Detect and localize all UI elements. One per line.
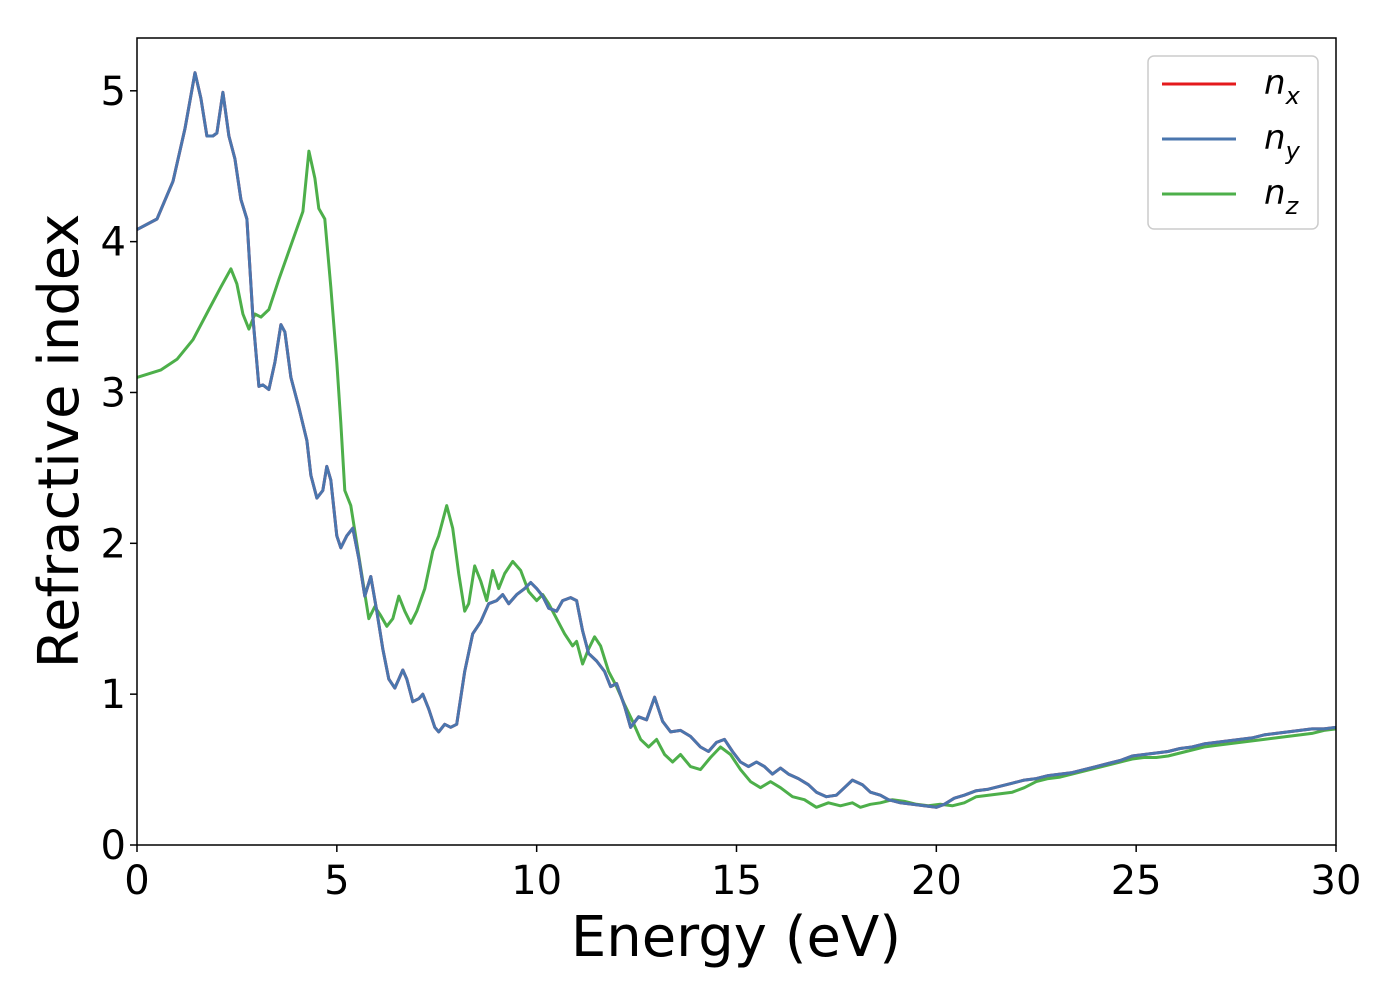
y-tick-label: 1 (101, 672, 126, 718)
series-layer (136, 71, 1337, 809)
x-tick-label: 10 (511, 858, 562, 904)
y-tick-label: 3 (101, 370, 126, 416)
y-tick-label: 5 (101, 69, 126, 115)
x-axis-title: Energy (eV) (571, 905, 901, 970)
x-tick-label: 25 (1111, 858, 1162, 904)
legend-label-subscript: x (1285, 82, 1301, 110)
ticks-layer: 0 5 10 15 20 25 30 0 1 2 3 4 5 (101, 69, 1362, 904)
x-tick-label: 30 (1311, 858, 1362, 904)
x-tick-label: 15 (711, 858, 762, 904)
legend-box (1147, 55, 1319, 230)
legend-label-subscript: y (1285, 137, 1301, 165)
x-tick-label: 0 (124, 858, 149, 904)
legend-label-subscript: z (1285, 192, 1300, 220)
y-tick-label: 0 (101, 823, 126, 869)
x-tick-label: 5 (324, 858, 349, 904)
x-tick-label: 20 (911, 858, 962, 904)
y-tick-label: 2 (101, 521, 126, 567)
series-line-n-y (136, 71, 1337, 809)
y-tick-label: 4 (101, 220, 126, 266)
y-axis-title: Refractive index (27, 214, 92, 669)
